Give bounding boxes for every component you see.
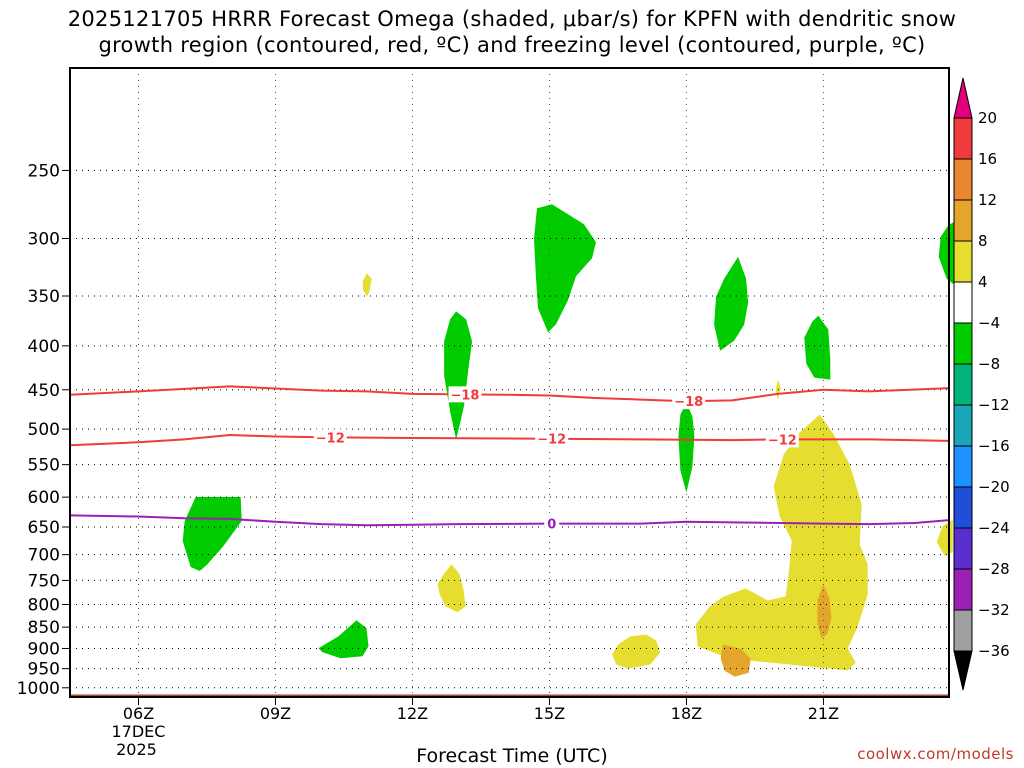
x-tick-label-15Z: 15Z	[534, 704, 565, 723]
colorbar-label-6: −8	[978, 355, 1000, 373]
omega-region-9	[437, 564, 466, 613]
omega-region-2	[444, 311, 473, 440]
contour-line-minus18	[69, 385, 950, 403]
x-tick-label-09Z: 09Z	[260, 704, 291, 723]
contour-label-minus18-0: −18	[450, 388, 479, 403]
y-tick-label-300: 300	[28, 229, 60, 249]
colorbar-label-3: 8	[978, 232, 988, 250]
contour-label-bg-minus18-1	[672, 393, 706, 410]
colorbar-bin-8	[953, 445, 973, 488]
colorbar-label-10: −24	[978, 519, 1010, 537]
contour-label-bg-minus12-0	[313, 429, 347, 446]
colorbar-bin-12	[953, 609, 973, 652]
y-tick-label-450: 450	[28, 381, 60, 401]
colorbar-label-9: −20	[978, 478, 1010, 496]
contour-label-minus12-2: −12	[768, 433, 797, 448]
plot-frame	[69, 67, 950, 698]
y-tick-label-900: 900	[28, 639, 60, 659]
colorbar-bin-2	[953, 199, 973, 242]
colorbar-bin-3	[953, 240, 973, 283]
colorbar-label-1: 16	[978, 150, 997, 168]
colorbar-label-4: 4	[978, 273, 988, 291]
colorbar-bin-7	[953, 404, 973, 447]
colorbar-bin-5	[953, 322, 973, 365]
y-tick-label-600: 600	[28, 488, 60, 508]
colorbar-label-11: −28	[978, 560, 1010, 578]
omega-region-8	[362, 273, 372, 297]
y-tick-label-700: 700	[28, 546, 60, 566]
contour-label-bg-minus12-1	[535, 430, 569, 447]
contour-line-minus12	[69, 433, 950, 447]
x-axis-title: Forecast Time (UTC)	[416, 745, 608, 767]
x-tick-label-21Z: 21Z	[808, 704, 839, 723]
chart-title: 2025121705 HRRR Forecast Omega (shaded, …	[0, 6, 1024, 58]
omega-region-5	[714, 256, 749, 351]
colorbar-bin-9	[953, 486, 973, 529]
colorbar-label-12: −32	[978, 601, 1010, 619]
colorbar-label-5: −4	[978, 314, 1000, 332]
colorbar-bin-4	[953, 281, 973, 324]
y-tick-label-250: 250	[28, 161, 60, 181]
x-tick-label-12Z: 12Z	[397, 704, 428, 723]
colorbar-label-2: 12	[978, 191, 997, 209]
y-tick-label-550: 550	[28, 456, 60, 476]
omega-region-15	[817, 584, 832, 639]
contour-label-minus18-1: −18	[674, 395, 703, 410]
x-tick-label-06Z: 06Z	[123, 704, 154, 723]
contour-label-zero-0: 0	[547, 518, 556, 533]
colorbar-top-arrow	[953, 77, 973, 119]
omega-region-1	[318, 620, 369, 659]
contour-line-zero	[69, 514, 950, 527]
surface-terrain	[70, 694, 949, 697]
contour-label-bg-minus12-2	[765, 431, 799, 448]
y-tick-label-950: 950	[28, 660, 60, 680]
y-tick-label-850: 850	[28, 618, 60, 638]
colorbar-bottom-arrow	[953, 650, 973, 691]
title-line-1: 2025121705 HRRR Forecast Omega (shaded, …	[67, 7, 957, 31]
colorbar-bin-0	[953, 117, 973, 160]
y-tick-label-800: 800	[28, 596, 60, 616]
x-tick-label-18Z: 18Z	[671, 704, 702, 723]
y-tick-label-500: 500	[28, 420, 60, 440]
omega-region-14	[720, 644, 751, 677]
y-tick-label-400: 400	[28, 337, 60, 357]
omega-region-4	[678, 402, 695, 493]
y-tick-label-750: 750	[28, 571, 60, 591]
colorbar-bin-1	[953, 158, 973, 201]
x-tick-date: 17DEC	[112, 722, 166, 741]
omega-region-6	[804, 315, 831, 380]
colorbar-bin-11	[953, 568, 973, 611]
contour-label-bg-zero-0	[544, 515, 560, 532]
contour-label-minus12-0: −12	[316, 431, 345, 446]
y-tick-label-650: 650	[28, 518, 60, 538]
y-tick-label-1000: 1000	[17, 679, 60, 699]
credit-link[interactable]: coolwx.com/models	[857, 745, 1014, 763]
omega-region-0	[182, 497, 242, 571]
y-tick-label-350: 350	[28, 287, 60, 307]
colorbar-bin-6	[953, 363, 973, 406]
title-line-2: growth region (contoured, red, ºC) and f…	[98, 33, 926, 57]
colorbar-bin-10	[953, 527, 973, 570]
contour-label-minus12-1: −12	[537, 433, 566, 448]
omega-region-7	[938, 220, 957, 287]
colorbar-label-13: −36	[978, 642, 1010, 660]
colorbar-label-0: 20	[978, 109, 997, 127]
contour-label-bg-minus18-0	[448, 386, 482, 403]
colorbar-label-8: −16	[978, 437, 1010, 455]
x-tick-year: 2025	[116, 740, 157, 759]
colorbar-label-7: −12	[978, 396, 1010, 414]
omega-region-10	[612, 634, 661, 669]
